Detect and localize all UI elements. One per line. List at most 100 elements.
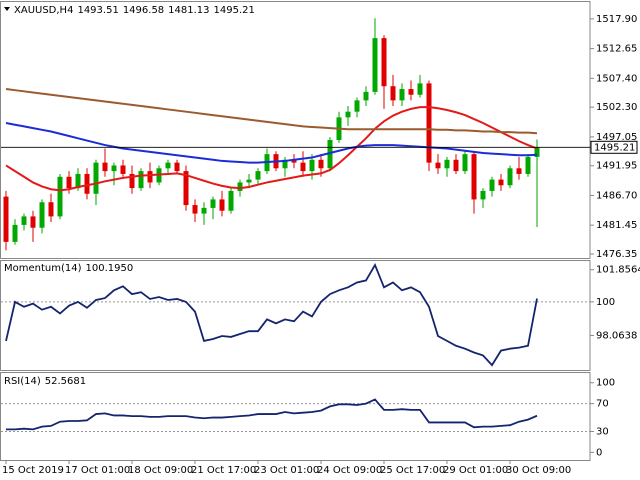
indicator-line (5, 262, 538, 367)
x-tick-label: 25 Oct 17:00 (380, 465, 445, 476)
x-tick-label: 29 Oct 01:00 (443, 465, 508, 476)
candle-body (372, 38, 378, 92)
candle-body (12, 224, 18, 242)
x-tick-label: 30 Oct 09:00 (506, 465, 571, 476)
candle-body (327, 139, 333, 169)
y-tick-label: 1507.40 (596, 73, 637, 84)
y-tick-label: 1486.70 (596, 190, 637, 201)
candle-body (471, 154, 477, 200)
candle-body (525, 156, 531, 174)
y-tick-label: 1512.65 (596, 44, 637, 55)
candle-body (444, 159, 450, 169)
price-label-box (590, 140, 638, 154)
candle-body (111, 165, 117, 172)
moving-average (5, 122, 538, 164)
moving-average (5, 106, 538, 192)
candle-body (300, 162, 306, 172)
candle-body (138, 171, 144, 189)
candle-body (480, 190, 486, 200)
candle-body (3, 196, 9, 242)
candle-body (84, 173, 90, 194)
candle-body (102, 162, 108, 172)
x-tick-label: 18 Oct 09:00 (128, 465, 193, 476)
candle-body (183, 171, 189, 206)
y-tick-label: 0 (596, 447, 602, 458)
momentum-panel (0, 260, 591, 371)
x-tick-label: 15 Oct 2019 (2, 465, 64, 476)
candle-body (147, 171, 153, 183)
y-tick-label: 101.8564 (596, 265, 640, 276)
x-tick-label: 24 Oct 09:00 (317, 465, 382, 476)
candle-body (21, 216, 27, 225)
y-tick-label: 100 (596, 378, 615, 389)
candle-body (309, 159, 315, 172)
candle-body (498, 179, 504, 186)
candle-body (507, 168, 513, 186)
title: RSI(14) (4, 376, 41, 387)
candle-body (120, 165, 126, 174)
x-tick-label: 23 Oct 01:00 (254, 465, 319, 476)
candle-body (75, 173, 81, 189)
candle-body (192, 205, 198, 214)
rsi-title: RSI(14) 52.5681 (4, 376, 86, 387)
candle-body (219, 199, 225, 211)
y-tick-label: 98.0638 (596, 330, 637, 341)
y-tick-label: 30 (596, 426, 609, 437)
main-panel (0, 1, 591, 259)
candle-body (201, 207, 207, 214)
candle-body (129, 173, 135, 189)
candle-body (48, 202, 54, 217)
candle-body (237, 182, 243, 191)
high: 1496.58 (123, 5, 164, 16)
chart-header: XAUUSD,H4 1493.51 1496.58 1481.13 1495.21 (14, 5, 255, 16)
y-tick-label: 100 (596, 297, 615, 308)
y-tick-label: 1517.90 (596, 14, 637, 25)
candle-body (381, 38, 387, 87)
candle-body (66, 176, 72, 189)
candle-body (93, 162, 99, 194)
candle-body (354, 100, 360, 112)
symbol: XAUUSD,H4 (14, 5, 73, 16)
candle-body (246, 179, 252, 183)
y-tick-label: 1502.30 (596, 102, 637, 113)
candle-body (489, 179, 495, 191)
momentum-title: Momentum(14) 100.1950 (4, 263, 133, 274)
candle-body (30, 216, 36, 228)
low: 1481.13 (168, 5, 209, 16)
current-value: 100.1950 (86, 263, 134, 274)
close: 1495.21 (214, 5, 255, 16)
title: Momentum(14) (4, 263, 82, 274)
candle-body (210, 199, 216, 208)
candle-body (345, 111, 351, 118)
x-tick-label: 17 Oct 01:00 (65, 465, 130, 476)
rsi-panel (0, 372, 591, 461)
y-tick-label: 1481.45 (596, 220, 637, 231)
candle-body (516, 168, 522, 174)
candle-body (255, 171, 261, 180)
y-tick-label: 1491.95 (596, 161, 637, 172)
candle-body (399, 89, 405, 101)
y-tick-label: 1476.35 (596, 249, 637, 260)
y-tick-label: 70 (596, 399, 609, 410)
menu-icon (4, 7, 10, 11)
candle-body (282, 159, 288, 169)
candle-body (390, 86, 396, 101)
moving-average (5, 88, 538, 135)
candle-body (426, 83, 432, 163)
y-tick-label: 1497.05 (596, 132, 637, 143)
candle-body (435, 162, 441, 169)
candle-body (57, 176, 63, 217)
current-value: 52.5681 (45, 376, 86, 387)
candle-body (39, 202, 45, 228)
candle-body (408, 89, 414, 95)
candle-body (363, 91, 369, 101)
candle-body (417, 83, 423, 95)
indicator-line (6, 398, 538, 431)
candle-body (462, 154, 468, 172)
price-label: 1495.21 (594, 142, 635, 153)
candle-body (318, 159, 324, 169)
candle-body (174, 162, 180, 172)
candle-body (291, 159, 297, 163)
